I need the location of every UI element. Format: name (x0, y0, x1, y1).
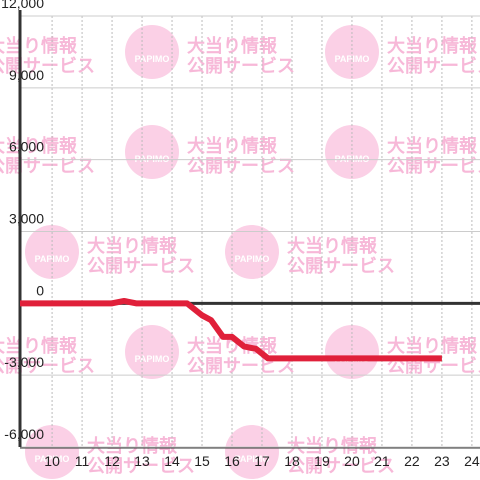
x-tick-label: 20 (344, 453, 360, 469)
watermark-line1: 大当り情報 (87, 235, 178, 256)
x-tick-label: 11 (75, 453, 90, 469)
watermark-brand: PAPIMO (135, 154, 170, 164)
watermark-line1: 大当り情報 (0, 35, 78, 56)
x-tick-label: 24 (464, 453, 480, 469)
watermark-line1: 大当り情報 (0, 335, 78, 356)
watermark-line2: 公開サービス (0, 156, 95, 176)
watermark-line2: 公開サービス (0, 56, 95, 76)
watermark-line2: 公開サービス (87, 456, 195, 476)
x-tick-label: 19 (314, 453, 330, 469)
watermark-logo (25, 425, 79, 479)
x-tick-label: 17 (254, 453, 270, 469)
watermark-logo (125, 25, 179, 79)
watermark-line2: 公開サービス (387, 156, 480, 176)
plot: 10 11 12 13 14 15 16 17 18 19 20 21 22 23 24 -6,000 -3,0… (1, 0, 480, 469)
watermark-line1: 大当り情報 (287, 235, 378, 256)
watermark-brand: PAPIMO (135, 54, 170, 64)
watermark-line1: 大当り情報 (287, 435, 378, 456)
watermark-line2: 公開サービス (0, 356, 95, 376)
watermark-line1: 大当り情報 (387, 335, 478, 356)
watermark-brand: PAPIMO (135, 354, 170, 364)
x-tick-label: 10 (44, 453, 60, 469)
y-tick-label: 0 (36, 282, 44, 298)
watermark-brand: PAPIMO (235, 454, 270, 464)
y-tick-label: -3,000 (4, 354, 44, 370)
watermark-line2: 公開サービス (387, 56, 480, 76)
watermark-line2: 公開サービス (287, 256, 395, 276)
x-tick-label: 14 (164, 453, 180, 469)
watermark-brand: PAPIMO (35, 254, 70, 264)
watermark-logo (125, 325, 179, 379)
x-tick-label: 13 (134, 453, 150, 469)
watermark-logo (125, 125, 179, 179)
x-tick-label: 21 (374, 453, 390, 469)
watermark-line1: 大当り情報 (387, 35, 478, 56)
watermark-brand: PAPIMO (235, 254, 270, 264)
watermark-brand: PAPIMO (35, 454, 70, 464)
watermark-brand: PAPIMO (335, 54, 370, 64)
watermark-brand: PAPIMO (335, 154, 370, 164)
watermark-line2: 公開サービス (287, 456, 395, 476)
watermark-logo (225, 425, 279, 479)
y-tick-label: 3,000 (9, 211, 44, 227)
x-tick-label: 18 (284, 453, 300, 469)
x-tick-label: 15 (194, 453, 210, 469)
watermark-line1: 大当り情報 (87, 435, 178, 456)
x-tick-label: 16 (224, 453, 240, 469)
watermark-line2: 公開サービス (187, 156, 295, 176)
y-tick-label: 9,000 (9, 67, 44, 83)
watermark-line2: 公開サービス (87, 256, 195, 276)
x-tick-label: 12 (104, 453, 120, 469)
y-tick-label: -6,000 (4, 426, 44, 442)
x-tick-label: 23 (434, 453, 450, 469)
y-tick-label: 6,000 (9, 139, 44, 155)
watermark-logo (225, 225, 279, 279)
watermark-line1: 大当り情報 (387, 135, 478, 156)
data-line (20, 297, 442, 362)
y-tick-label: 12,000 (1, 0, 44, 11)
watermark-line2: 公開サービス (187, 56, 295, 76)
x-tick-label: 22 (404, 453, 420, 469)
